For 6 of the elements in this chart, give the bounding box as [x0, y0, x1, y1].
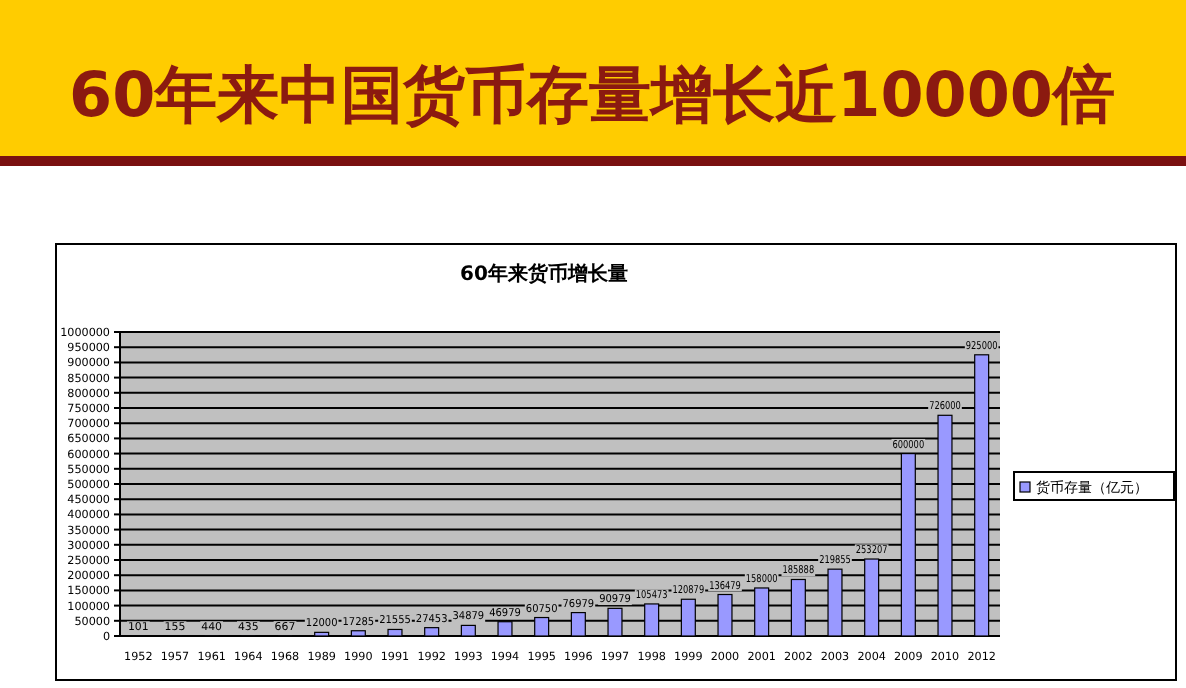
bar — [460, 624, 476, 637]
bar — [424, 627, 440, 637]
chart-subtitle: 60年来货币增长量 — [460, 262, 628, 286]
chart-title: 60年来中国货币存量增长近10000倍 — [69, 60, 1115, 132]
bar — [350, 630, 366, 637]
bar — [387, 628, 403, 637]
